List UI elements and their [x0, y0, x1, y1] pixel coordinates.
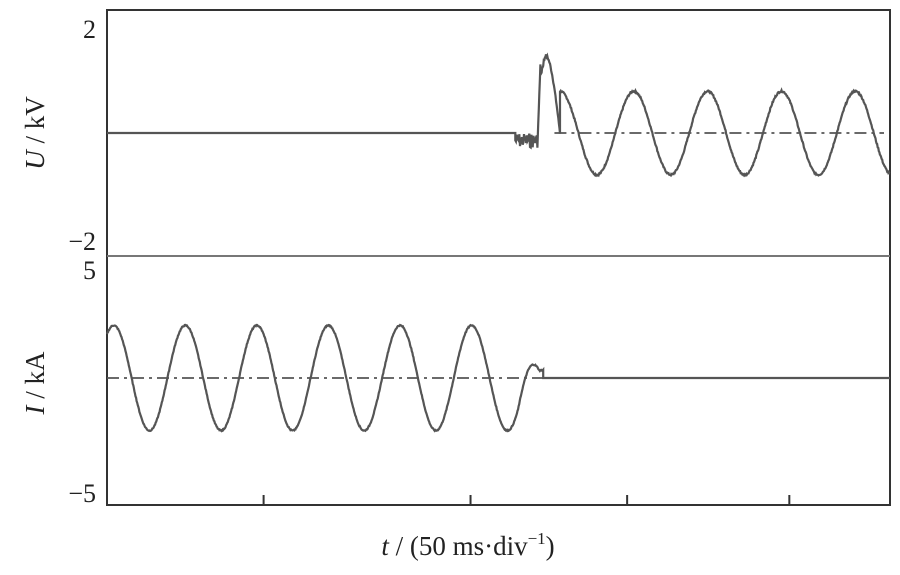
i-ylabel: I / kA [20, 351, 50, 416]
i-ytick-bottom: −5 [68, 479, 96, 508]
u-ylabel: U / kV [20, 96, 50, 170]
baselines [107, 132, 884, 379]
x-ticks [262, 495, 791, 505]
voltage-trace [107, 52, 891, 178]
i-ytick-top: 5 [83, 256, 96, 285]
current-trace [105, 323, 890, 433]
u-ytick-top: 2 [83, 15, 96, 44]
u-ytick-bottom: −2 [68, 227, 96, 256]
x-axis-label: t / (50 ms·div−1) [381, 529, 554, 561]
plot-frame [106, 9, 891, 506]
